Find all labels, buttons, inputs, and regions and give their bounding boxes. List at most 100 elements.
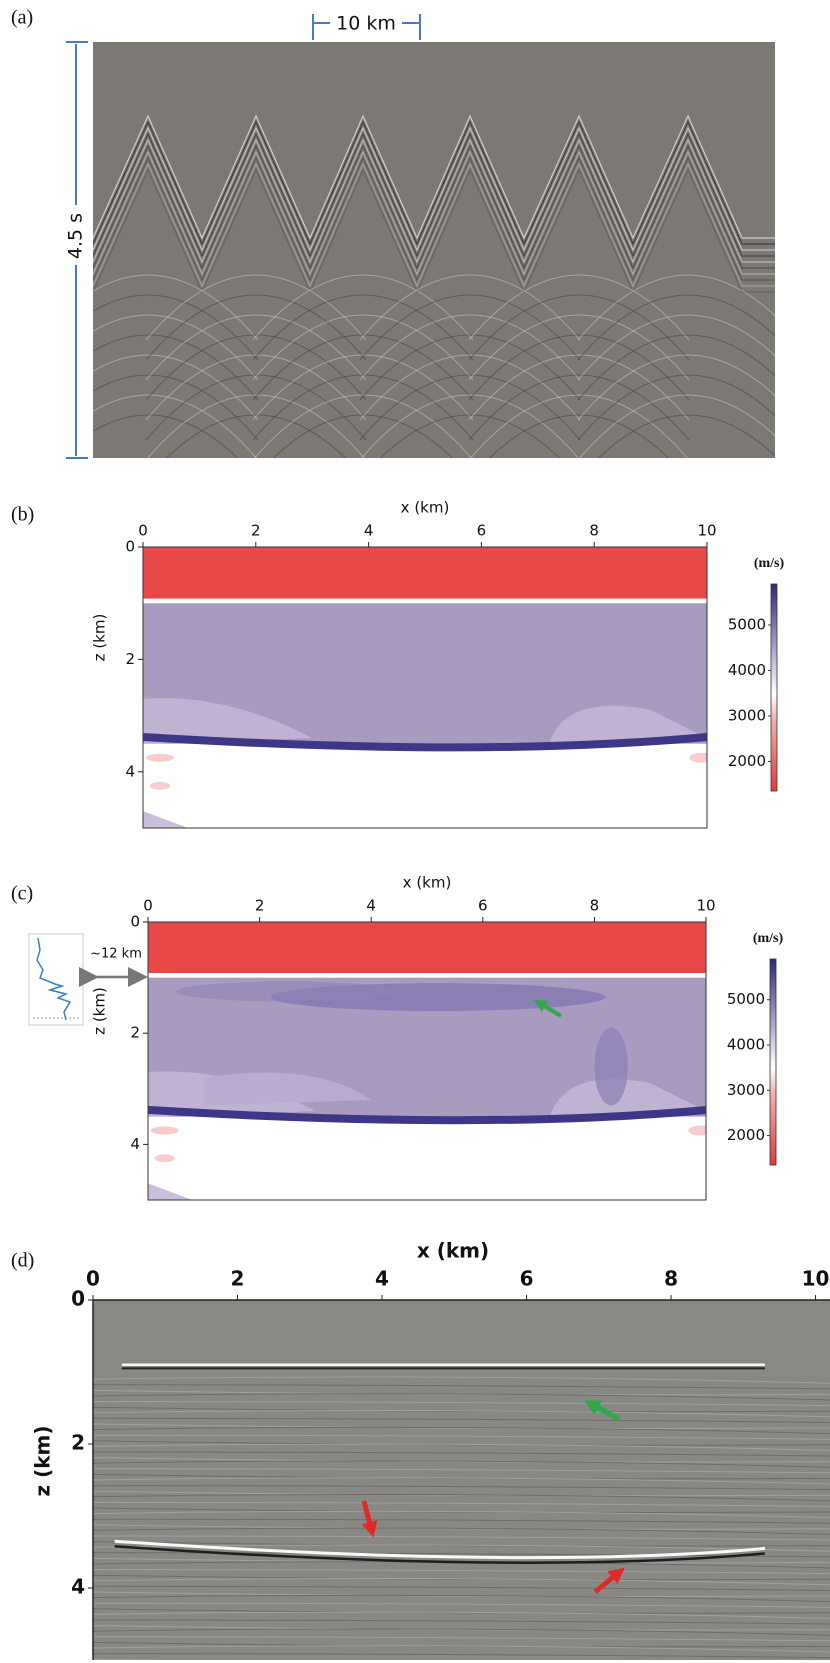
arrow-head [584,1400,603,1415]
well-log [28,933,84,1026]
pink-patch [150,1126,179,1135]
colorbar-tick-label: 4000 [728,661,766,679]
diffraction [165,414,347,458]
pink-patch [145,753,174,762]
noise [93,1501,830,1507]
colorbar [770,583,778,792]
x-tick-label: 8 [664,1267,678,1291]
diffraction [577,354,775,421]
diffraction [145,334,367,401]
noise [93,1443,830,1451]
colorbar-tick-label: 5000 [728,615,766,633]
event [93,138,775,264]
noise [93,1393,830,1401]
reflector [114,1544,766,1564]
diffraction [597,414,775,458]
noise [93,1451,830,1457]
colorbar-tick-label: 5000 [727,990,765,1008]
image [148,922,706,1200]
diffraction [359,354,581,421]
noise [93,1477,830,1485]
noise [93,1611,830,1619]
diffraction [252,294,474,361]
arrow-head [361,1520,378,1538]
noise [93,1585,830,1591]
x-tick-label: 6 [478,897,488,915]
corner-patch [143,811,189,828]
base-reflector [148,1105,706,1125]
diffraction [93,354,259,421]
fast-patch [594,1027,628,1106]
colorbar-tick-label: 3000 [727,1081,765,1099]
y-tick-label: 2 [125,650,135,668]
diffraction [577,314,775,381]
x-tick-label: 6 [477,522,487,540]
image [143,547,707,828]
diffraction [93,274,259,341]
x-tick-label: 0 [86,1267,100,1291]
diffraction [468,274,690,341]
noise [93,1578,830,1586]
noise [93,1569,830,1575]
diffraction [468,334,690,401]
diffraction [577,374,775,441]
y-tick-label: 0 [130,913,140,931]
x-tick-label: 8 [590,897,600,915]
x-tick-label: 4 [366,897,376,915]
diffraction [252,354,474,421]
diffraction [359,314,581,381]
light-patch [143,698,707,744]
y-axis-label: z (km) [91,987,109,1035]
water-layer [148,922,706,974]
scale-label: 10 km [336,13,396,35]
x-tick-label: 10 [802,1267,830,1291]
noise [93,1434,830,1440]
corner-patch [148,1183,193,1200]
diffraction [359,294,581,361]
diffraction [93,374,259,441]
diffraction [468,314,690,381]
arrow-head [534,999,549,1012]
diffraction [577,334,775,401]
x-axis-label: x (km) [417,1239,489,1263]
diffraction [93,334,259,401]
y-tick-label: 4 [125,762,135,780]
label-bg [330,12,402,34]
y-tick-label: 2 [130,1024,140,1042]
label-bg [64,205,88,265]
diffraction [147,394,365,458]
noise [93,1518,830,1524]
diffraction [359,334,581,401]
x-tick-label: 4 [375,1267,389,1291]
diffraction [577,294,775,361]
slow-patch [203,1072,372,1106]
event [93,126,775,252]
noise [93,1594,830,1603]
noise [93,1384,830,1390]
distance-label: ~12 km [90,947,142,962]
y-axis-label: z (km) [31,1425,55,1496]
diffraction [252,274,474,341]
event [93,156,775,282]
diffraction [145,374,367,441]
panel-label: (d) [11,1250,34,1272]
y-tick-label: 4 [130,1135,140,1153]
diffraction [468,354,690,421]
event [93,120,775,246]
fast-patch [175,981,400,1002]
diffraction [359,374,581,441]
colorbar-tick-label: 2000 [727,1126,765,1144]
noise [93,1510,830,1519]
pink-patch [154,1154,175,1163]
y-tick-label: 2 [71,1431,85,1455]
interface [143,598,707,604]
x-tick-label: 0 [143,897,153,915]
noise [93,1619,830,1625]
pink-patch [689,752,707,763]
noise [93,1636,830,1642]
event [93,114,775,240]
x-tick-label: 2 [255,897,265,915]
diffraction [577,274,775,341]
diffraction [145,294,367,361]
pink-patch [149,781,170,790]
